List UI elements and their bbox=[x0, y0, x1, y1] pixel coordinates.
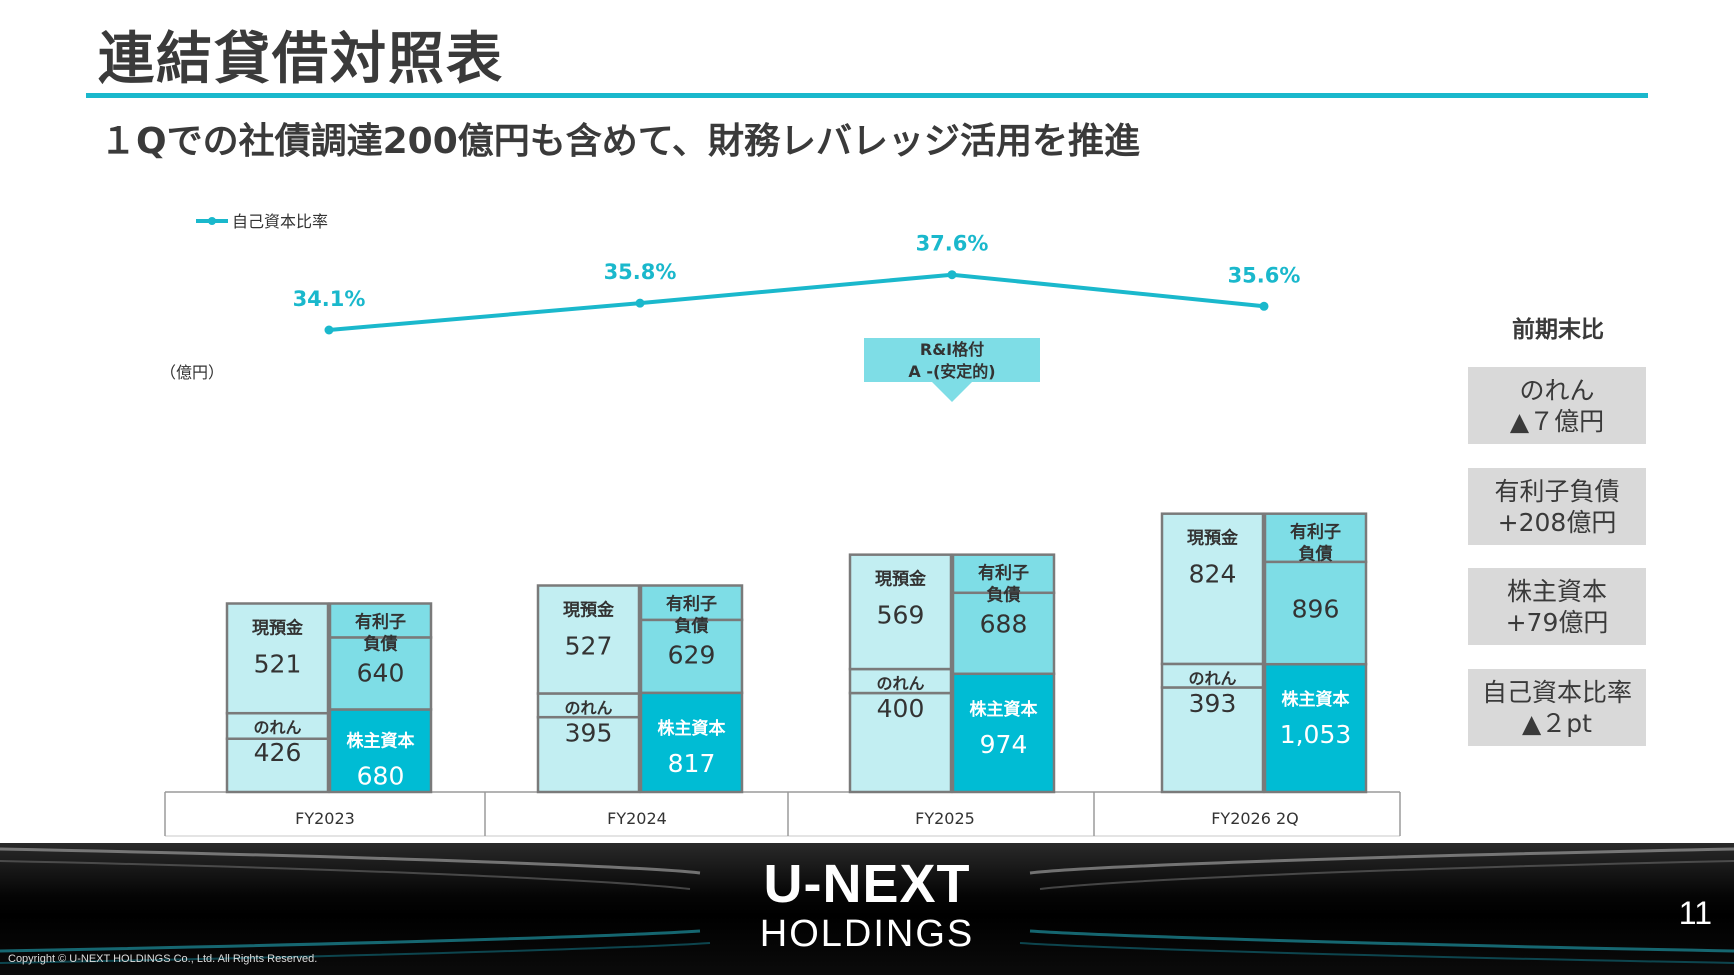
equity-label: 株主資本 bbox=[1282, 689, 1350, 710]
comparison-box-goodwill: のれん ▲７億円 bbox=[1468, 367, 1646, 444]
equity-bar bbox=[1263, 662, 1368, 794]
copyright-text: Copyright © U-NEXT HOLDINGS Co., Ltd. Al… bbox=[8, 953, 318, 965]
equity-label: 株主資本 bbox=[347, 730, 415, 751]
goodwill-bar bbox=[225, 711, 330, 740]
equity-ratio-label: 34.1% bbox=[293, 287, 366, 311]
cash-label: 現預金 bbox=[252, 618, 304, 639]
comparison-equity-value: +79億円 bbox=[1505, 607, 1609, 637]
cash-value-label: 521 bbox=[254, 650, 302, 679]
goodwill-value-label: 426 bbox=[254, 738, 302, 767]
comparison-goodwill-value: ▲７億円 bbox=[1509, 406, 1605, 436]
cash-bar bbox=[536, 584, 641, 695]
goodwill-label: のれん bbox=[1188, 669, 1236, 688]
debt-bar bbox=[639, 584, 744, 622]
cash-value-label: 569 bbox=[877, 601, 925, 630]
balance-sheet-chart: FY2023 FY2024 FY2025 FY2026 2Q（億円）自己資本比率現預金… bbox=[160, 212, 1401, 837]
debt-label-line1: 有利子 bbox=[355, 612, 406, 633]
equity-ratio-line bbox=[328, 272, 1265, 332]
goodwill-label: のれん bbox=[253, 718, 301, 737]
debt-label-line2: 負債 bbox=[987, 585, 1021, 606]
debt-lower-bar bbox=[951, 591, 1056, 676]
cash-bar bbox=[848, 553, 953, 671]
legend-point-marker bbox=[208, 217, 216, 225]
asset-other-bar bbox=[536, 715, 641, 794]
debt-bar bbox=[951, 553, 1056, 595]
equity-label: 株主資本 bbox=[970, 699, 1038, 720]
goodwill-value-label: 395 bbox=[565, 718, 613, 747]
comparison-debt-label: 有利子負債 bbox=[1494, 476, 1620, 506]
debt-label-line2: 負債 bbox=[364, 634, 398, 655]
cash-bar bbox=[225, 602, 330, 715]
legend-label: 自己資本比率 bbox=[232, 212, 328, 231]
equity-value-label: 974 bbox=[980, 730, 1028, 759]
equity-ratio-point bbox=[1259, 301, 1269, 311]
equity-label: 株主資本 bbox=[658, 718, 726, 739]
debt-label-line1: 有利子 bbox=[978, 563, 1029, 584]
cash-label: 現預金 bbox=[1187, 528, 1239, 549]
equity-bar bbox=[639, 691, 744, 794]
y-unit-label: （億円） bbox=[160, 363, 224, 382]
debt-value-label: 896 bbox=[1292, 595, 1340, 624]
comparison-debt-value: +208億円 bbox=[1497, 507, 1617, 537]
cash-label: 現預金 bbox=[875, 569, 927, 590]
rating-callout-line2: A -(安定的) bbox=[908, 362, 995, 381]
goodwill-value-label: 393 bbox=[1189, 689, 1237, 718]
debt-bar bbox=[328, 602, 433, 639]
comparison-goodwill-label: のれん bbox=[1519, 375, 1595, 405]
x-tick-label: FY2024 bbox=[607, 809, 667, 828]
comparison-ratio-value: ▲２pt bbox=[1522, 708, 1592, 738]
debt-value-label: 688 bbox=[980, 610, 1028, 639]
x-tick-label: FY2026 2Q bbox=[1211, 809, 1299, 828]
debt-value-label: 640 bbox=[357, 659, 405, 688]
x-tick-label: FY2023 bbox=[295, 809, 355, 828]
cash-value-label: 824 bbox=[1189, 560, 1237, 589]
equity-bar bbox=[951, 672, 1056, 794]
equity-ratio-label: 35.6% bbox=[1228, 263, 1301, 287]
comparison-equity-label: 株主資本 bbox=[1506, 576, 1607, 606]
goodwill-label: のれん bbox=[876, 674, 924, 693]
debt-lower-bar bbox=[328, 636, 433, 711]
footer-light-streaks bbox=[0, 847, 1734, 964]
comparison-box-debt: 有利子負債 +208億円 bbox=[1468, 468, 1646, 545]
equity-value-label: 680 bbox=[357, 761, 405, 790]
goodwill-label: のれん bbox=[564, 698, 612, 717]
comparison-box-equity-ratio: 自己資本比率 ▲２pt bbox=[1468, 669, 1646, 746]
equity-bar bbox=[328, 708, 433, 794]
cash-value-label: 527 bbox=[565, 632, 613, 661]
rating-callout-line1: R&I格付 bbox=[920, 340, 984, 359]
title-underline bbox=[86, 93, 1648, 98]
debt-value-label: 629 bbox=[668, 641, 716, 670]
company-logo-subline: HOLDINGS bbox=[759, 913, 975, 955]
x-tick-label: FY2025 bbox=[915, 809, 975, 828]
slide-title: 連結貸借対照表 bbox=[98, 27, 504, 92]
debt-label-line1: 有利子 bbox=[1290, 522, 1341, 543]
debt-label-line2: 負債 bbox=[1299, 544, 1333, 565]
page-number: 11 bbox=[1678, 895, 1712, 931]
equity-ratio-point bbox=[947, 270, 957, 280]
company-logo-wordmark: U-NEXT bbox=[763, 854, 971, 914]
equity-ratio-point bbox=[635, 298, 645, 308]
equity-ratio-label: 37.6% bbox=[916, 232, 989, 256]
slide-subtitle: １Qでの社債調達200億円も含めて、財務レバレッジ活用を推進 bbox=[100, 121, 1140, 162]
goodwill-value-label: 400 bbox=[877, 694, 925, 723]
cash-bar bbox=[1160, 512, 1265, 666]
equity-ratio-point bbox=[324, 325, 334, 335]
debt-bar bbox=[1263, 512, 1368, 564]
comparison-heading: 前期末比 bbox=[1512, 317, 1604, 343]
equity-ratio-label: 35.8% bbox=[604, 260, 677, 284]
comparison-box-equity: 株主資本 +79億円 bbox=[1468, 568, 1646, 645]
footer-banner: U-NEXT HOLDINGS 11 Copyright © U-NEXT HO… bbox=[0, 843, 1734, 975]
asset-other-bar bbox=[848, 691, 953, 794]
debt-label-line1: 有利子 bbox=[666, 594, 717, 615]
debt-label-line2: 負債 bbox=[675, 616, 709, 637]
cash-label: 現預金 bbox=[563, 600, 615, 621]
equity-value-label: 1,053 bbox=[1280, 720, 1352, 749]
rating-callout-box bbox=[864, 338, 1040, 402]
comparison-ratio-label: 自己資本比率 bbox=[1481, 677, 1632, 707]
equity-value-label: 817 bbox=[668, 749, 716, 778]
